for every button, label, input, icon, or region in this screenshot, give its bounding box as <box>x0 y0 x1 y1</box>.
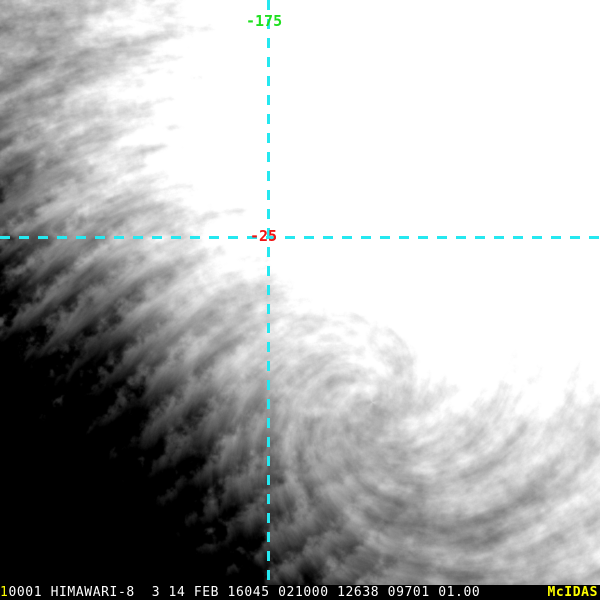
frame-number: 1 <box>0 585 9 600</box>
satellite-image-panel[interactable]: -175 -25 <box>0 0 600 585</box>
image-metadata-text: 0001 HIMAWARI-8 3 14 FEB 16045 021000 12… <box>8 585 481 600</box>
status-bar[interactable]: 1 0001 HIMAWARI-8 3 14 FEB 16045 021000 … <box>0 585 600 600</box>
mcidas-brand-label: McIDAS <box>547 585 598 600</box>
satellite-image <box>0 0 600 585</box>
